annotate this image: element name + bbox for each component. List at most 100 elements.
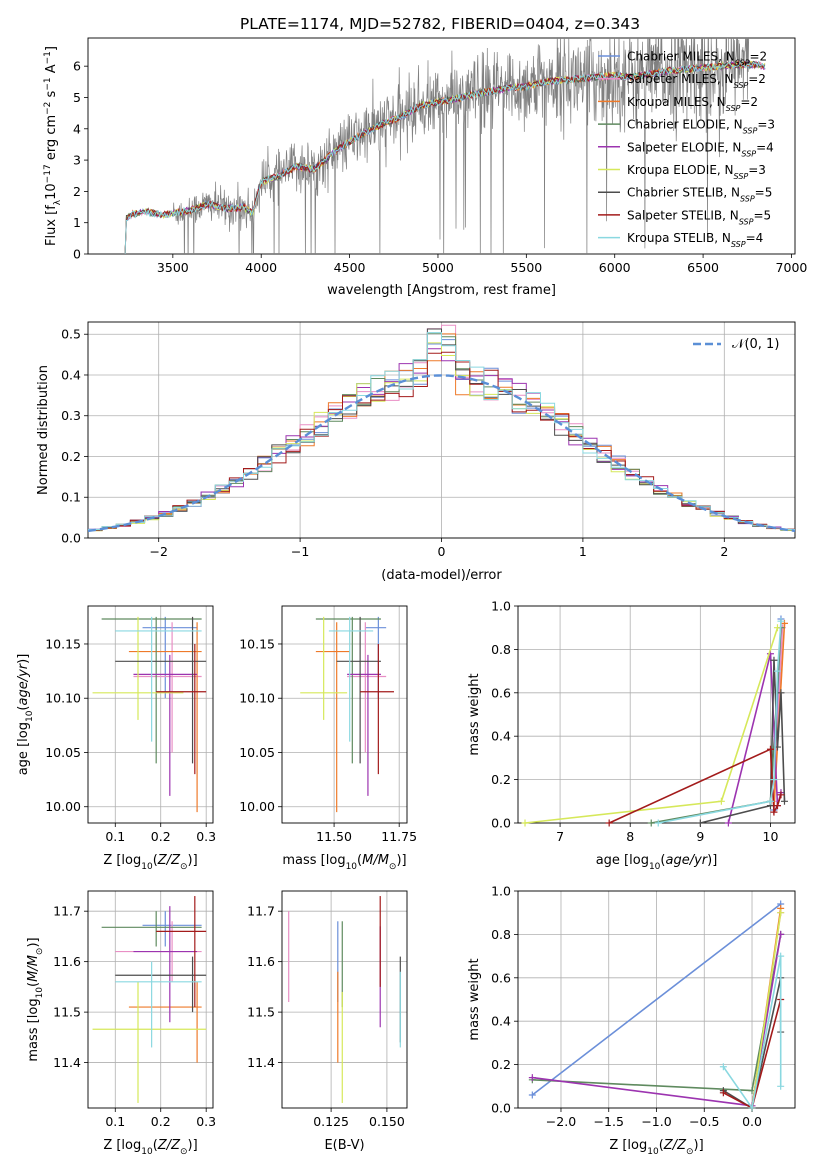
- point-kroupa-stelib: [115, 616, 202, 742]
- label-part: mass weight: [467, 958, 482, 1040]
- age_vs_mass-axes: 11.50 11.75 10.00 10.05 10.10 10.15: [239, 605, 417, 844]
- label-part: Z/Z: [157, 1138, 181, 1153]
- legend-label: Kroupa MILES, NSSP=2: [627, 95, 758, 113]
- label-part: −1: [43, 51, 53, 64]
- weight-marker: [654, 819, 662, 827]
- point-kroupa-miles: [315, 622, 350, 813]
- x-tick-label: 0.150: [369, 1114, 405, 1129]
- y-tick-label: 1: [73, 215, 81, 230]
- label-part: ⊙: [686, 1147, 694, 1157]
- y-tick-label: 0.6: [491, 970, 511, 985]
- mass_vs_Z-frame: [87, 890, 214, 1109]
- point-salpeter-stelib: [156, 643, 207, 775]
- label-part: )]: [26, 937, 41, 947]
- weight-marker: [528, 1091, 536, 1099]
- x-axis-label: Z [log10(Z/Z⊙)]: [103, 853, 197, 872]
- x-axis-label: Z [log10(Z/Z⊙)]: [609, 1138, 703, 1157]
- x-tick-label: 0.0: [742, 1114, 762, 1129]
- label-part: (: [357, 853, 362, 868]
- label-part: 10: [649, 862, 661, 872]
- point-salpeter-miles: [347, 622, 387, 753]
- label-part: )]: [694, 1138, 704, 1153]
- y-tick-label: 10.05: [239, 745, 275, 760]
- label-part: Z/Z: [157, 853, 181, 868]
- label-part: mass [log: [282, 853, 345, 868]
- point-chabrier-stelib: [336, 616, 381, 764]
- label-part: Z [log: [103, 1138, 141, 1153]
- gaussian-curve: [88, 374, 795, 533]
- y-tick-label: 4: [73, 121, 81, 136]
- x-axis-label: wavelength [Angstrom, rest frame]: [327, 283, 556, 298]
- legend-label-main: Salpeter ELODIE, N: [627, 140, 741, 154]
- weight-line: [608, 747, 782, 824]
- y-tick-label: 0.4: [61, 367, 81, 382]
- y-tick-label: 10.15: [45, 636, 81, 651]
- weight-series-chabrier-miles: [528, 900, 785, 1099]
- x-tick-label: −2: [149, 544, 167, 559]
- x-tick-label: 0.1: [105, 829, 125, 844]
- x-tick-label: 6500: [687, 260, 719, 275]
- x-tick-label: 0.1: [105, 1114, 125, 1129]
- x-tick-label: 0.125: [313, 1114, 349, 1129]
- weight-line: [651, 627, 782, 824]
- weight-marker: [770, 656, 778, 664]
- label-part: 10: [35, 987, 45, 999]
- y-tick-label: 11.4: [53, 1055, 81, 1070]
- label-part: A: [44, 64, 59, 77]
- y-tick-label: 10.00: [239, 799, 275, 814]
- point-chabrier-elodie: [315, 616, 381, 764]
- weight-marker: [719, 1063, 727, 1071]
- weight-marker: [780, 619, 788, 627]
- label-part: −17: [43, 164, 53, 183]
- y-tick-label: 10.05: [45, 745, 81, 760]
- legend-label-sub: SSP: [741, 149, 756, 158]
- y-tick-label: 0.0: [491, 816, 511, 831]
- weight-marker: [528, 1074, 536, 1082]
- y-tick-label: 11.7: [247, 904, 275, 919]
- point-kroupa-stelib: [328, 616, 374, 742]
- y-tick-label: 0.4: [491, 729, 511, 744]
- label-part: ⊙: [180, 862, 188, 872]
- label-part: 10: [141, 1147, 153, 1157]
- y-tick-label: 11.7: [53, 904, 81, 919]
- point-chabrier-elodie: [101, 911, 202, 947]
- point-kroupa-miles: [128, 622, 202, 813]
- legend-label-gaussian: 𝒩(0, 1): [732, 337, 779, 352]
- legend-label-main: Kroupa STELIB, N: [627, 231, 731, 245]
- y-tick-label: 0.4: [491, 1014, 511, 1029]
- label-part: mass [log: [26, 998, 41, 1061]
- legend-label-main: Salpeter STELIB, N: [627, 208, 739, 222]
- y-tick-label: 11.4: [247, 1055, 275, 1070]
- legend-label-suffix: =5: [755, 186, 773, 200]
- point-kroupa-miles: [128, 981, 202, 1063]
- y-tick-label: 11.5: [53, 1005, 81, 1020]
- label-part: λ: [53, 199, 63, 205]
- label-part: erg cm: [44, 115, 59, 164]
- age_vs_Z-axes: 0.1 0.2 0.3 10.00 10.05 10.10 10.15: [45, 605, 216, 844]
- label-part: (: [16, 706, 31, 711]
- point-chabrier-stelib: [115, 616, 207, 764]
- point-salpeter-elodie: [133, 654, 198, 796]
- hist-kroupa-elodie: [88, 342, 795, 532]
- legend-label-sub: SSP: [735, 58, 750, 67]
- weight-marker: [696, 819, 704, 827]
- legend-label-main: Chabrier STELIB, N: [627, 186, 740, 200]
- legend-label-sub: SSP: [739, 217, 754, 226]
- weight-marker: [777, 1082, 785, 1090]
- y-axis-label: mass weight: [467, 958, 482, 1040]
- label-part: 10: [25, 710, 35, 722]
- y-tick-label: 11.5: [247, 1005, 275, 1020]
- x-axis-label: E(B-V): [324, 1138, 364, 1153]
- y-tick-label: 10.15: [239, 636, 275, 651]
- weight-marker: [719, 1089, 727, 1097]
- y-tick-label: 6: [73, 59, 81, 74]
- figure-title: PLATE=1174, MJD=52782, FIBERID=0404, z=0…: [240, 15, 640, 33]
- x-tick-label: −1: [291, 544, 309, 559]
- x-tick-label: 11.50: [316, 829, 352, 844]
- weight-marker: [777, 617, 785, 625]
- weight-series-kroupa-stelib: [654, 617, 785, 827]
- weight-series-salpeter-stelib: [605, 745, 785, 827]
- x-tick-label: 11.75: [381, 829, 417, 844]
- label-part: 10: [346, 862, 358, 872]
